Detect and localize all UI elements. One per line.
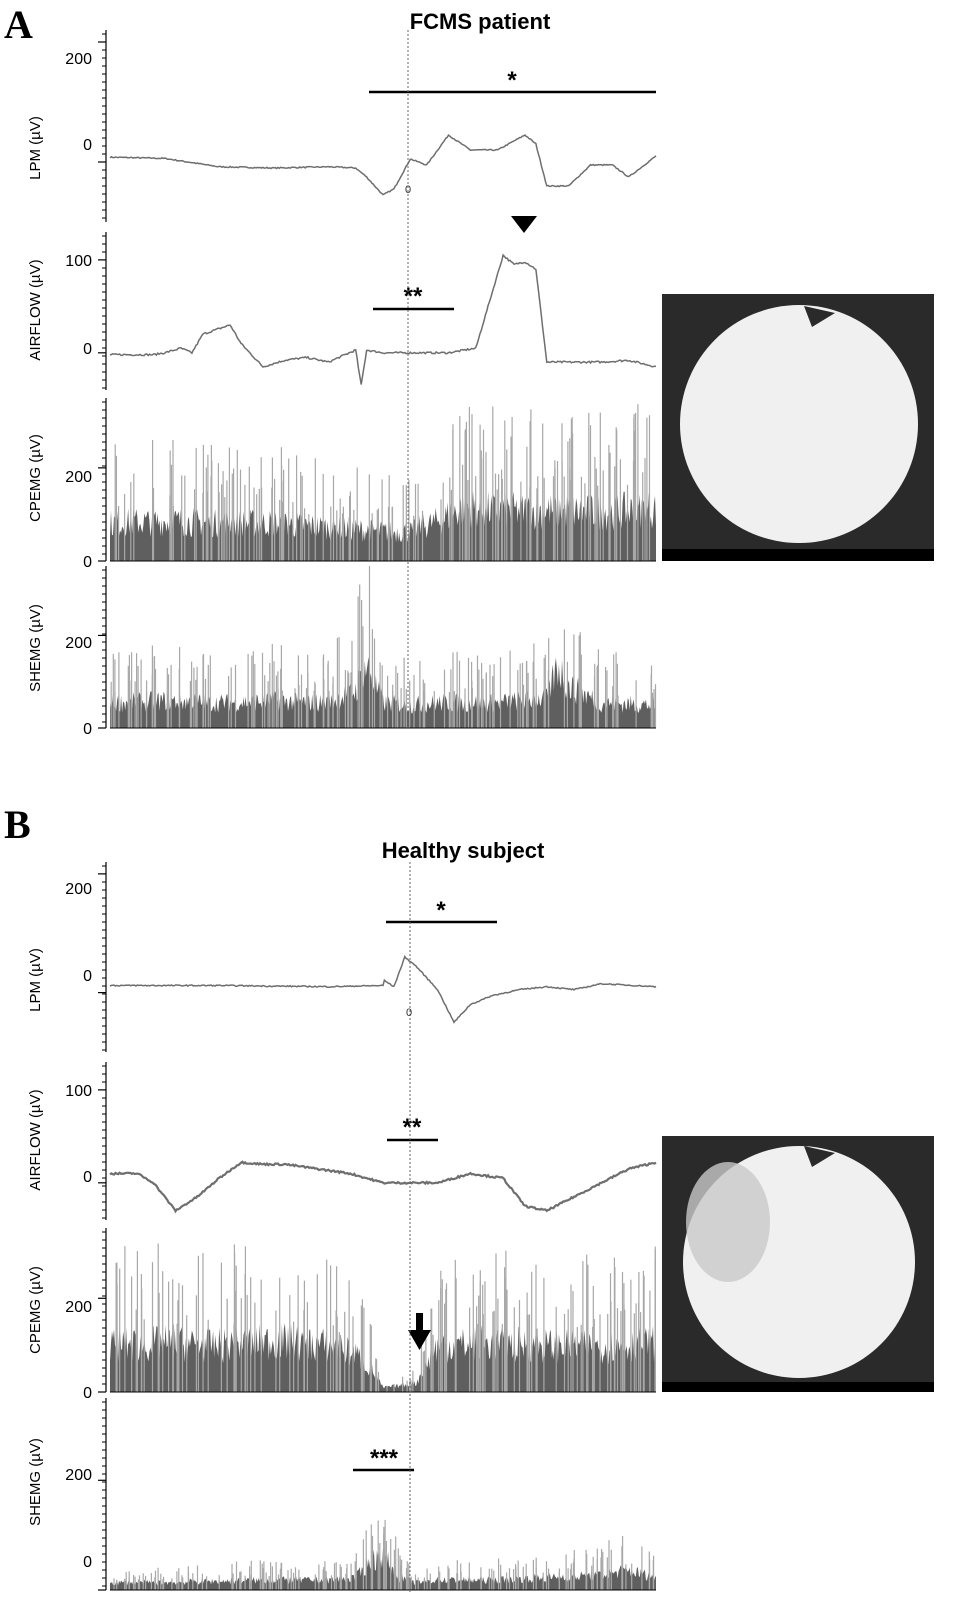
panel-letter-a: A bbox=[4, 2, 33, 47]
tick-label-0: 0 bbox=[83, 968, 92, 985]
shemg-channel-b: SHEMG (µV) 200 0 bbox=[27, 1398, 656, 1591]
airflow-trace bbox=[109, 1160, 657, 1214]
arrowhead-icon bbox=[511, 216, 537, 233]
tick-label-200: 200 bbox=[65, 635, 92, 652]
y-axis-label-airflow-a: AIRFLOW (µV) bbox=[27, 259, 44, 360]
tick-label-200: 200 bbox=[65, 1467, 92, 1484]
lpm-channel-a: LPM (µV) 200 0 bbox=[27, 30, 657, 222]
tick-label-0: 0 bbox=[83, 554, 92, 571]
panel-title-b: Healthy subject bbox=[382, 838, 545, 863]
y-axis-label-lpm-a: LPM (µV) bbox=[27, 116, 44, 180]
cpemg-channel-a: CPEMG (µV) 200 0 bbox=[27, 398, 656, 571]
lpm-trace bbox=[109, 954, 657, 1024]
panel-b: B Healthy subject LPM (µV) 200 0 AIRFLOW… bbox=[4, 802, 934, 1593]
event-marker-label: 0 bbox=[405, 184, 411, 196]
tick-label-0: 0 bbox=[83, 1169, 92, 1186]
endoscopic-image-b bbox=[662, 1136, 934, 1392]
double-asterisk-annotation: ** bbox=[404, 283, 423, 310]
tick-label-100: 100 bbox=[65, 253, 92, 270]
shemg-channel-a: SHEMG (µV) 200 0 bbox=[27, 566, 657, 738]
tick-label-0: 0 bbox=[83, 1385, 92, 1402]
airflow-channel-b: AIRFLOW (µV) 100 0 bbox=[27, 1062, 657, 1220]
tick-label-0: 0 bbox=[83, 721, 92, 738]
y-axis-label-airflow-b: AIRFLOW (µV) bbox=[27, 1089, 44, 1190]
tick-label-200: 200 bbox=[65, 881, 92, 898]
lpm-channel-b: LPM (µV) 200 0 bbox=[27, 862, 657, 1052]
asterisk-annotation: * bbox=[507, 67, 517, 94]
tick-label-0: 0 bbox=[83, 1554, 92, 1571]
shemg-envelope bbox=[110, 656, 656, 728]
shemg-envelope bbox=[110, 1547, 656, 1590]
cpemg-envelope bbox=[110, 1323, 656, 1392]
y-axis-label-shemg-a: SHEMG (µV) bbox=[27, 604, 44, 692]
tick-label-100: 100 bbox=[65, 1083, 92, 1100]
double-asterisk-annotation: ** bbox=[403, 1114, 422, 1141]
panel-title-a: FCMS patient bbox=[410, 9, 551, 34]
asterisk-annotation: * bbox=[436, 897, 446, 924]
triple-asterisk-annotation: *** bbox=[370, 1445, 399, 1472]
panel-letter-b: B bbox=[4, 802, 31, 847]
tick-label-200: 200 bbox=[65, 1299, 92, 1316]
tick-label-200: 200 bbox=[65, 51, 92, 68]
event-marker-label: 0 bbox=[406, 1007, 412, 1019]
lpm-trace bbox=[109, 133, 657, 196]
tick-label-0: 0 bbox=[83, 137, 92, 154]
cpemg-channel-b: CPEMG (µV) 200 0 bbox=[27, 1228, 657, 1402]
airflow-trace bbox=[109, 253, 657, 385]
down-arrow-icon bbox=[408, 1313, 431, 1350]
y-axis-label-lpm-b: LPM (µV) bbox=[27, 948, 44, 1012]
cpemg-envelope bbox=[110, 489, 656, 561]
panel-a: A FCMS patient LPM (µV) 200 0 AIRFLOW (µ… bbox=[4, 2, 934, 738]
tick-label-0: 0 bbox=[83, 341, 92, 358]
y-axis-label-shemg-b: SHEMG (µV) bbox=[27, 1438, 44, 1526]
tick-label-200: 200 bbox=[65, 469, 92, 486]
y-axis-label-cpemg-a: CPEMG (µV) bbox=[27, 434, 44, 522]
airflow-channel-a: AIRFLOW (µV) 100 0 bbox=[27, 232, 657, 390]
endoscopic-image-a bbox=[662, 294, 934, 561]
y-axis-label-cpemg-b: CPEMG (µV) bbox=[27, 1266, 44, 1354]
